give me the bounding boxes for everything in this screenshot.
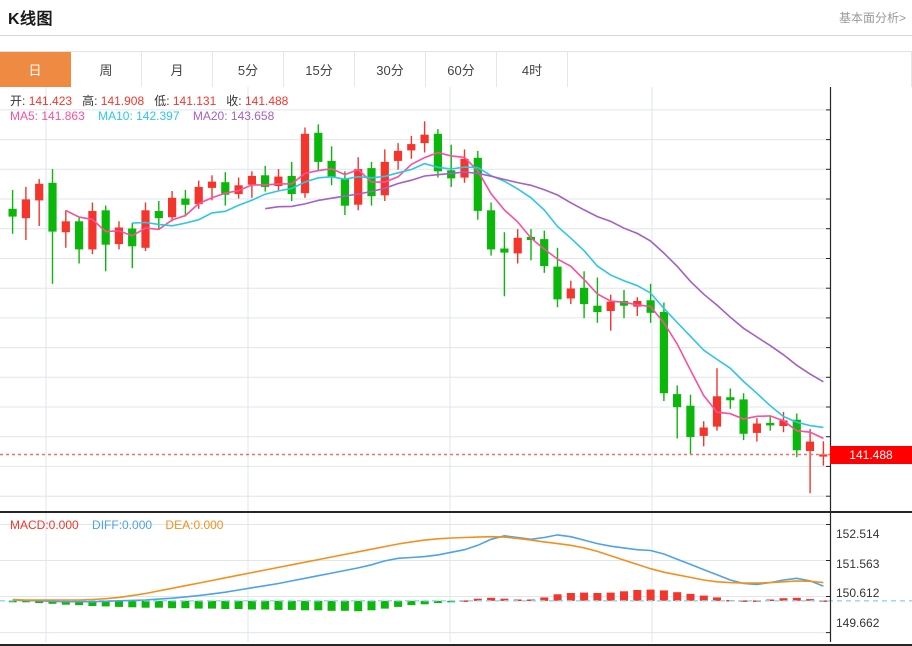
tab-7[interactable]: 4时 [497,52,568,87]
tab-label: 15分 [305,63,333,78]
last-price-badge: 141.488 [830,445,912,464]
tab-1[interactable]: 周 [71,52,142,87]
candlestick-plot [0,87,912,511]
tab-label: 4时 [521,63,543,78]
page-header: K线图 基本面分析> [0,0,912,36]
fundamental-analysis-link[interactable]: 基本面分析> [838,11,906,25]
tab-label: 日 [28,63,42,78]
tab-0[interactable]: 日 [0,52,71,87]
price-pane: 开: 141.423 高: 141.908 低: 141.131 收: 141.… [0,87,912,646]
tab-4[interactable]: 15分 [284,52,355,87]
tab-label: 周 [99,63,113,78]
macd-pane: MACD:0.000 DIFF:0.000 DEA:0.000 1.7610.9… [0,511,912,646]
tab-label: 月 [170,63,184,78]
page-title: K线图 [8,11,54,28]
tab-label: 60分 [447,63,475,78]
tab-label: 30分 [376,63,404,78]
tab-2[interactable]: 月 [142,52,213,87]
tab-6[interactable]: 60分 [426,52,497,87]
tab-5[interactable]: 30分 [355,52,426,87]
macd-plot [0,513,912,642]
header-divider [0,35,912,36]
tabbar-filler [568,52,912,87]
period-tabbar: 日 周 月 5分 15分 30分 60分 4时 [0,51,912,87]
chart-container: 开: 141.423 高: 141.908 低: 141.131 收: 141.… [0,87,912,646]
tab-label: 5分 [237,63,259,78]
tab-3[interactable]: 5分 [213,52,284,87]
